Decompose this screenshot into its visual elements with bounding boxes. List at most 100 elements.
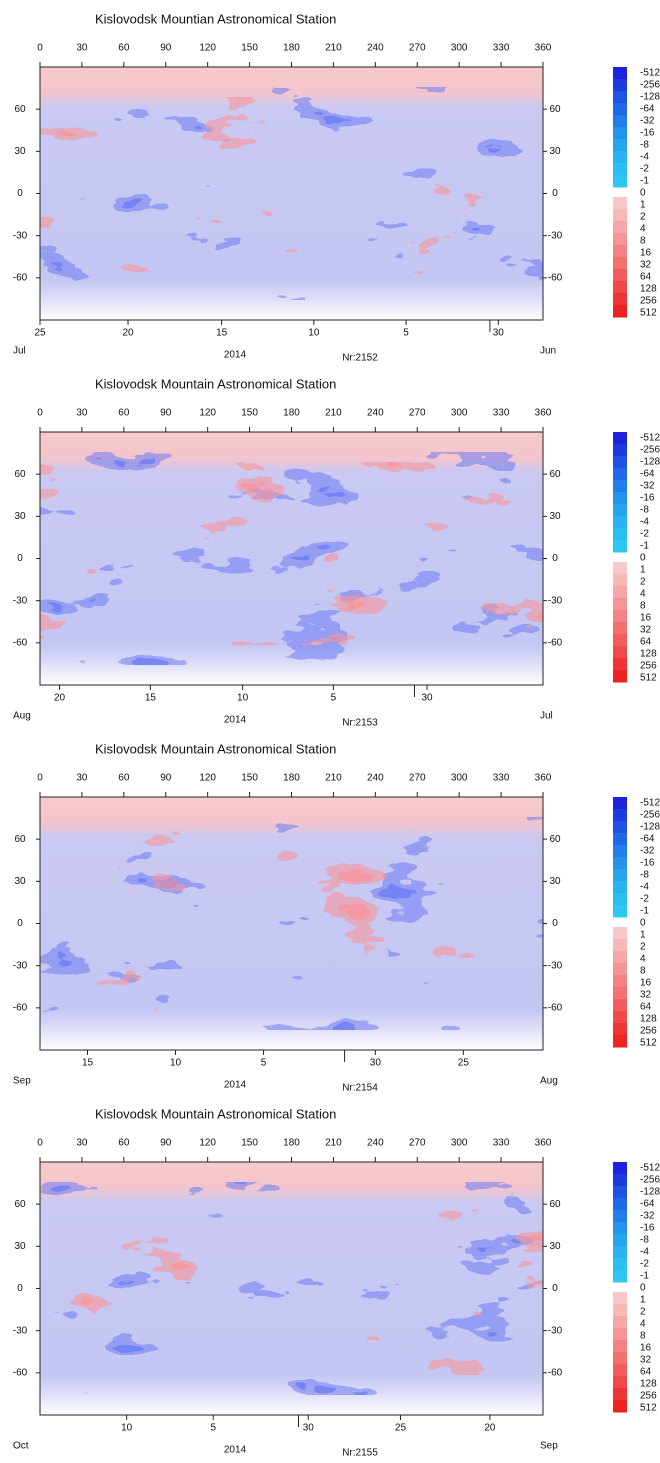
colorbar-label: -1 — [640, 906, 649, 917]
y-tick-label-right: -30 — [548, 960, 563, 971]
colorbar-label: -4 — [640, 152, 649, 163]
colorbar-label: -128 — [640, 1187, 660, 1198]
colorbar-label: -64 — [640, 104, 655, 115]
colorbar-label: 64 — [640, 1002, 652, 1013]
y-tick-label: -60 — [13, 1002, 28, 1013]
x-tick-label: 330 — [493, 1138, 510, 1149]
colorbar-label: 512 — [640, 1403, 657, 1414]
y-tick-label-right: 60 — [549, 834, 561, 845]
colorbar-label: -256 — [640, 80, 660, 91]
y-tick-label: 60 — [14, 834, 26, 845]
y-tick-label-right: 0 — [552, 1283, 558, 1294]
colorbar-label: -8 — [640, 140, 649, 151]
colorbar-swatch — [613, 139, 627, 152]
colorbar-swatch — [613, 1258, 627, 1271]
map-positive-field — [40, 827, 543, 1010]
date-tick-label: 5 — [210, 1423, 216, 1434]
date-tick-label: 20 — [122, 328, 134, 339]
colorbar-swatch — [613, 658, 627, 671]
colorbar-label: 16 — [640, 613, 652, 624]
year: 2014 — [224, 715, 247, 726]
date-tick-label: 25 — [395, 1423, 407, 1434]
colorbar-label: -4 — [640, 517, 649, 528]
y-tick-label: 0 — [17, 918, 23, 929]
date-tick-label: 10 — [308, 328, 320, 339]
colorbar-swatch — [613, 1270, 627, 1283]
x-tick-label: 120 — [199, 1138, 216, 1149]
panel: Kislovodsk Mountain Astronomical Station… — [13, 376, 660, 728]
colorbar-swatch — [613, 293, 627, 306]
date-tick-label: 15 — [82, 1058, 94, 1069]
colorbar-label: -128 — [640, 822, 660, 833]
colorbar-label: -64 — [640, 1199, 655, 1210]
date-tick-label: 30 — [303, 1423, 315, 1434]
month-left: Aug — [13, 711, 31, 722]
colorbar-swatch — [613, 1328, 627, 1341]
colorbar-label: 256 — [640, 661, 657, 672]
colorbar-swatch — [613, 881, 627, 894]
colorbar-swatch — [613, 893, 627, 906]
colorbar-swatch — [613, 1011, 627, 1024]
colorbar-label: 16 — [640, 978, 652, 989]
colorbar-swatch — [613, 221, 627, 234]
x-tick-label: 180 — [283, 1138, 300, 1149]
colorbar-swatch — [613, 91, 627, 104]
x-tick-label: 150 — [241, 408, 258, 419]
date-tick-label: 20 — [54, 693, 66, 704]
colorbar-swatch — [613, 1340, 627, 1353]
colorbar-label: -512 — [640, 1163, 660, 1174]
colorbar-swatch — [613, 1400, 627, 1413]
y-tick-label-right: 60 — [549, 1199, 561, 1210]
date-tick-label: 20 — [484, 1423, 496, 1434]
month-left: Sep — [13, 1076, 31, 1087]
colorbar-swatch — [613, 456, 627, 469]
x-tick-label: 30 — [76, 43, 88, 54]
y-tick-label: 30 — [14, 876, 26, 887]
colorbar-swatch — [613, 197, 627, 210]
y-tick-label-right: -30 — [548, 595, 563, 606]
x-tick-label: 300 — [451, 43, 468, 54]
x-tick-label: 180 — [283, 773, 300, 784]
colorbar-label: 2 — [640, 942, 646, 953]
colorbar-label: 0 — [640, 918, 646, 929]
colorbar-label: 1 — [640, 1295, 646, 1306]
colorbar-swatch — [613, 975, 627, 988]
x-tick-label: 60 — [118, 408, 130, 419]
y-tick-label: 60 — [14, 104, 26, 115]
y-tick-label: 0 — [17, 188, 23, 199]
x-tick-label: 270 — [409, 408, 426, 419]
colorbar-label: 128 — [640, 649, 657, 660]
x-tick-label: 240 — [367, 773, 384, 784]
colorbar-swatch — [613, 999, 627, 1012]
colorbar-swatch — [613, 797, 627, 810]
colorbar-label: 1 — [640, 565, 646, 576]
y-tick-label-right: 0 — [552, 188, 558, 199]
x-tick-label: 360 — [535, 408, 552, 419]
colorbar-label: -128 — [640, 92, 660, 103]
colorbar-swatch — [613, 281, 627, 294]
colorbar-label: -512 — [640, 68, 660, 79]
month-right: Sep — [540, 1441, 558, 1452]
colorbar-swatch — [613, 574, 627, 587]
map-positive-field — [40, 97, 543, 280]
chart-title: Kislovodsk Mountain Astronomical Station — [95, 1106, 336, 1121]
y-tick-label: -30 — [13, 960, 28, 971]
colorbar-swatch — [613, 528, 627, 541]
x-tick-label: 120 — [199, 43, 216, 54]
colorbar-swatch — [613, 869, 627, 882]
colorbar-swatch — [613, 67, 627, 80]
y-tick-label-right: 30 — [549, 146, 561, 157]
x-tick-label: 300 — [451, 1138, 468, 1149]
colorbar-swatch — [613, 1234, 627, 1247]
x-tick-label: 90 — [160, 773, 172, 784]
x-tick-label: 150 — [241, 773, 258, 784]
y-tick-label: -60 — [13, 272, 28, 283]
colorbar-label: 1 — [640, 930, 646, 941]
y-tick-label: 60 — [14, 1199, 26, 1210]
colorbar-swatch — [613, 209, 627, 222]
colorbar-swatch — [613, 269, 627, 282]
colorbar-swatch — [613, 809, 627, 822]
x-tick-label: 120 — [199, 773, 216, 784]
colorbar-label: -64 — [640, 469, 655, 480]
colorbar-label: 512 — [640, 673, 657, 684]
